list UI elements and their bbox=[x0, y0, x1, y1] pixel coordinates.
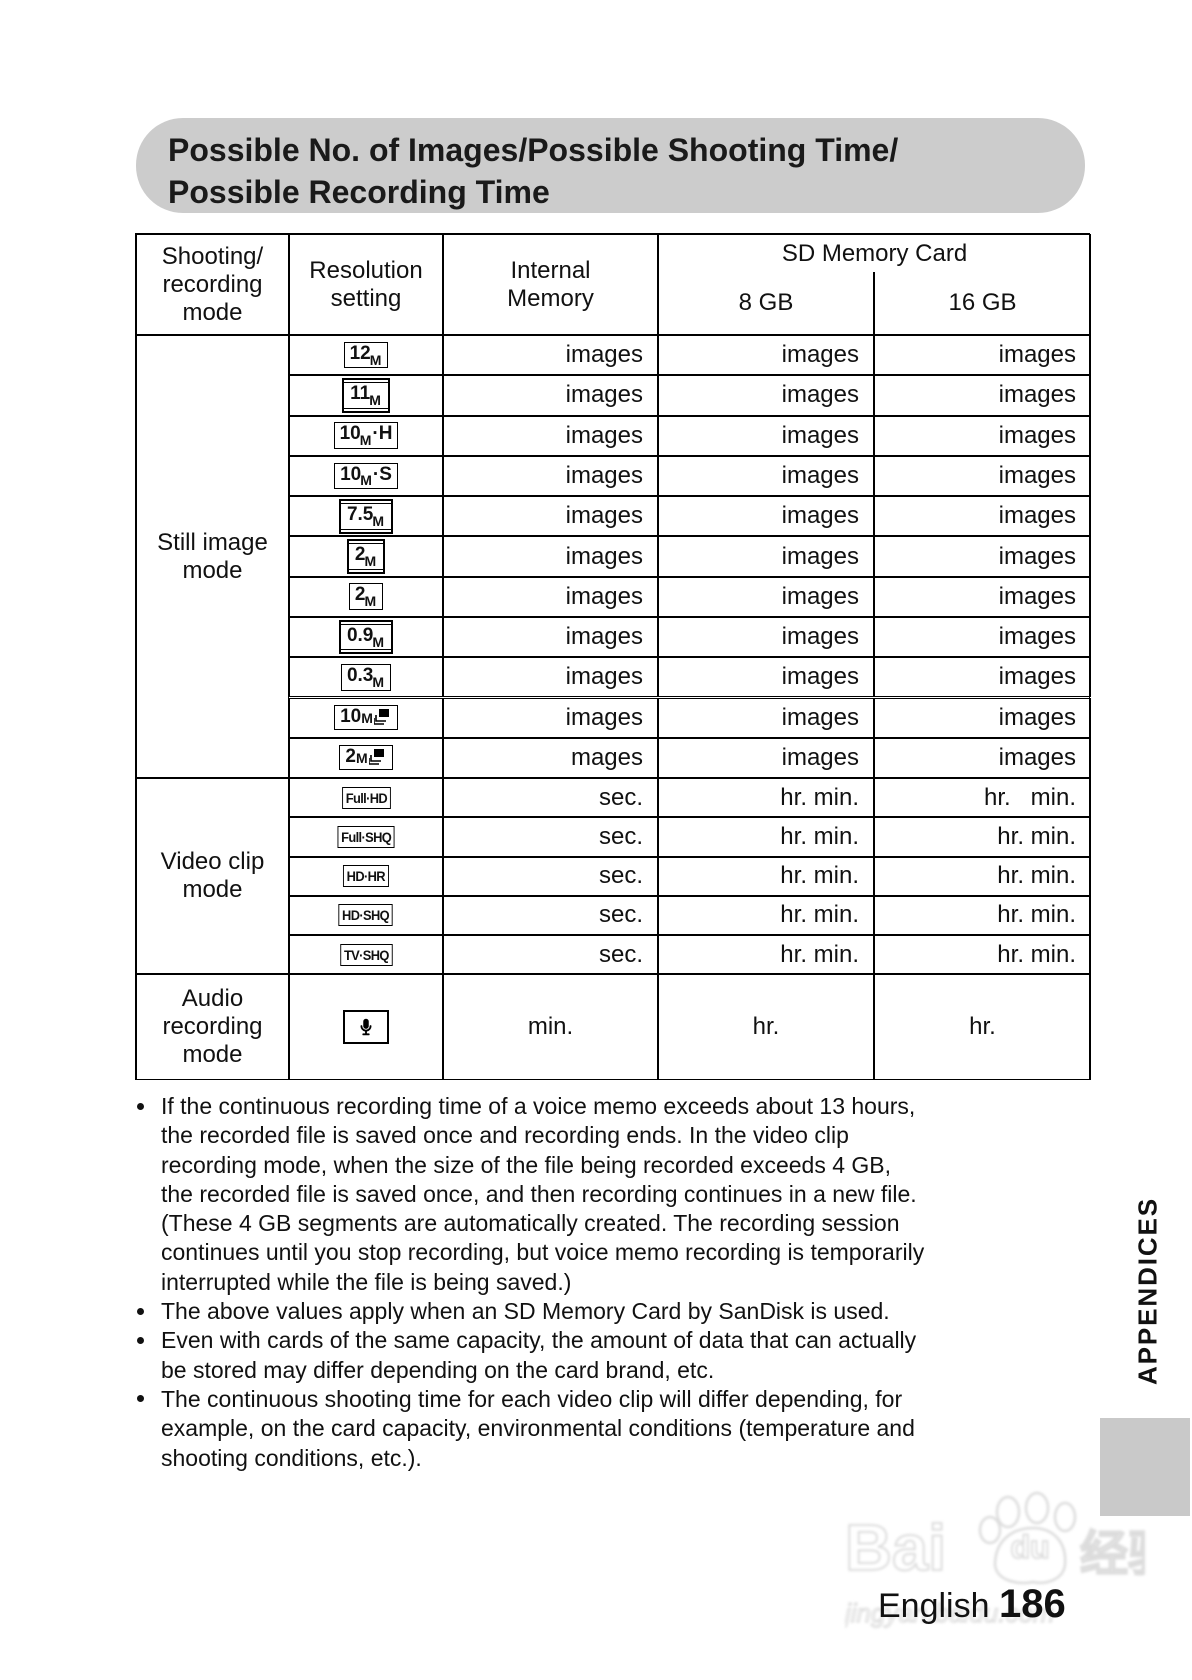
svg-text:经验: 经验 bbox=[1080, 1528, 1145, 1581]
svg-text:du: du bbox=[1010, 1529, 1049, 1565]
svg-text:Bai: Bai bbox=[845, 1511, 946, 1584]
